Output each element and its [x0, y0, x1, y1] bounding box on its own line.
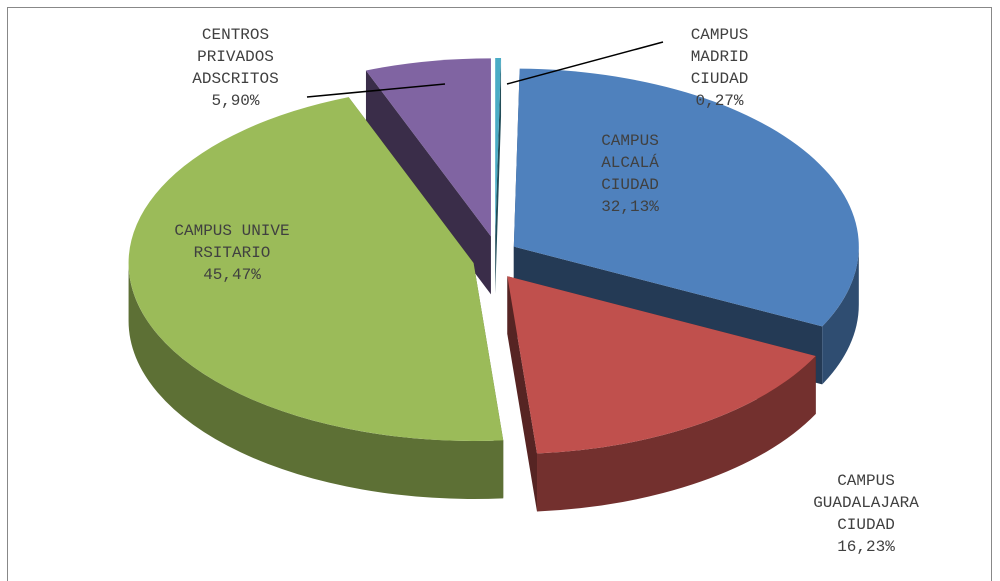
label-value: 16,23%	[837, 538, 895, 556]
slice-wall	[537, 356, 816, 512]
data-label: CAMPUS UNIVERSITARIO 45,47%	[170, 220, 294, 286]
label-value: 32,13%	[601, 198, 659, 216]
slice-side	[365, 70, 491, 295]
data-label: CAMPUS GUADALAJARA CIUDAD 16,23%	[806, 470, 926, 558]
slice	[495, 58, 502, 237]
leader-line	[506, 41, 664, 85]
slice	[507, 276, 816, 512]
label-value: 0,27%	[695, 92, 744, 110]
label-category: CAMPUS ALCALÁ CIUDAD	[601, 132, 659, 194]
slice-wall	[822, 246, 859, 385]
slice-wall	[128, 262, 504, 499]
slice	[128, 97, 504, 499]
leader-line	[306, 83, 446, 98]
label-value: 5,90%	[211, 92, 260, 110]
data-label: CAMPUS MADRID CIUDAD 0,27%	[662, 24, 777, 112]
slice-side	[495, 58, 502, 295]
slice	[128, 97, 504, 441]
data-label: CENTROS PRIVADOS ADSCRITOS 5,90%	[168, 24, 303, 112]
label-category: CAMPUS UNIVERSITARIO	[174, 222, 290, 262]
slice	[507, 276, 816, 454]
slice-side	[507, 276, 538, 512]
label-value: 45,47%	[203, 266, 261, 284]
label-category: CENTROS PRIVADOS ADSCRITOS	[192, 26, 279, 88]
label-category: CAMPUS GUADALAJARA CIUDAD	[813, 472, 919, 534]
slice	[513, 68, 859, 327]
data-label: CAMPUS ALCALÁ CIUDAD 32,13%	[575, 130, 685, 218]
label-category: CAMPUS MADRID CIUDAD	[690, 26, 749, 88]
slice	[495, 58, 502, 295]
slice	[365, 58, 491, 237]
slice	[365, 58, 491, 295]
